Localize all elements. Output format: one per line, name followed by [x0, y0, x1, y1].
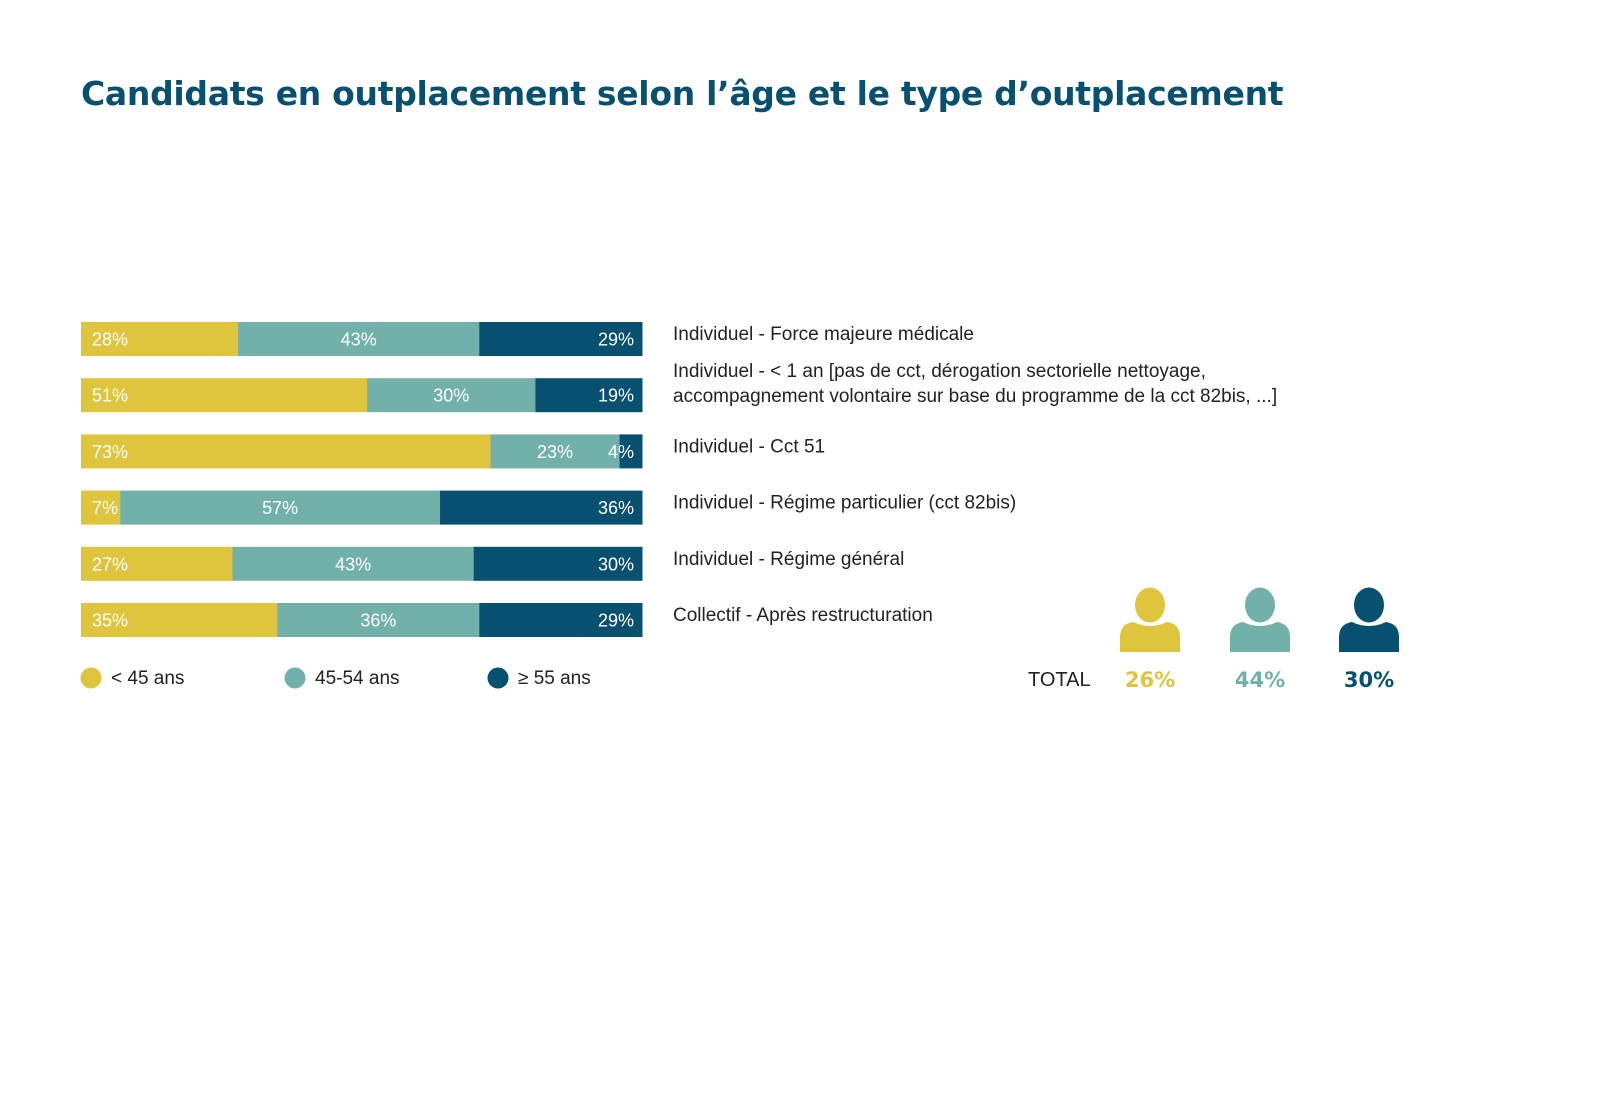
person-icon — [1339, 587, 1399, 652]
bar-segment — [473, 546, 643, 581]
bar-value-label: 57% — [262, 498, 298, 518]
chart-title: Candidats en outplacement selon l’âge et… — [81, 74, 1284, 113]
category-label: Individuel - Cct 51 — [673, 436, 825, 457]
total-label: TOTAL — [1028, 669, 1091, 691]
bar-segment — [81, 603, 278, 637]
bar-value-label: 35% — [92, 611, 128, 631]
category-label: Collectif - Après restructuration — [673, 605, 933, 626]
bar-segment — [619, 434, 643, 469]
legend-label: 45-54 ans — [315, 668, 400, 689]
bar-segment — [535, 378, 643, 413]
bar-segment — [367, 378, 536, 413]
bar-value-label: 36% — [598, 498, 634, 518]
bar-value-label: 23% — [537, 442, 573, 462]
legend-swatch — [80, 667, 102, 689]
person-icon — [1120, 587, 1180, 652]
total-value: 30% — [1344, 668, 1394, 692]
bar-segment — [81, 322, 239, 356]
category-labels-group: Individuel - Force majeure médicale Indiv… — [673, 324, 1277, 626]
category-label: Individuel - Force majeure médicale — [673, 324, 974, 345]
totals-group: TOTAL 26% 44% 30% — [1028, 587, 1399, 692]
bar-segment — [81, 490, 121, 525]
bar-value-label: 28% — [92, 330, 128, 350]
bar-value-label: 19% — [598, 386, 634, 406]
bar-value-label: 43% — [341, 330, 377, 350]
legend: < 45 ans 45-54 ans ≥ 55 ans — [80, 667, 591, 689]
category-label: Individuel - Régime particulier (cct 82b… — [673, 493, 1016, 514]
bar-value-label: 43% — [335, 554, 371, 574]
category-label: accompagnement volontaire sur base du pr… — [673, 386, 1277, 407]
bar-value-label: 4% — [608, 442, 634, 462]
bar-segment — [440, 490, 643, 525]
bar-value-label: 29% — [598, 330, 634, 350]
bar-segment — [120, 490, 441, 525]
bar-segment — [277, 603, 480, 637]
person-icon — [1230, 587, 1290, 652]
bar-segment — [490, 434, 621, 469]
bar-segment — [81, 546, 233, 581]
bar-value-label: 27% — [92, 554, 128, 574]
bar-segment — [238, 322, 480, 356]
legend-swatch — [487, 667, 509, 689]
category-label: Individuel - < 1 an [pas de cct, dérogat… — [673, 361, 1206, 382]
bar-segment — [232, 546, 475, 581]
total-value: 26% — [1125, 668, 1175, 692]
bar-segment — [479, 603, 643, 637]
category-label: Individuel - Régime général — [673, 549, 904, 570]
legend-swatch — [284, 667, 306, 689]
bar-value-label: 36% — [360, 611, 396, 631]
bar-value-label: 30% — [598, 554, 634, 574]
bar-segment — [81, 434, 492, 469]
bars-group: 28% 43% 29% 51% 30% 19% 73% 23% 4% 7% 57% 36% 27% 43%… — [81, 322, 643, 637]
bar-value-label: 73% — [92, 442, 128, 462]
legend-label: < 45 ans — [111, 668, 184, 689]
total-value: 44% — [1235, 668, 1285, 692]
bar-value-label: 29% — [598, 611, 634, 631]
bar-value-label: 30% — [433, 386, 469, 406]
bar-segment — [81, 378, 368, 413]
bar-segment — [479, 322, 643, 356]
legend-label: ≥ 55 ans — [518, 668, 591, 689]
bar-value-label: 51% — [92, 386, 128, 406]
bar-value-label: 7% — [92, 498, 118, 518]
